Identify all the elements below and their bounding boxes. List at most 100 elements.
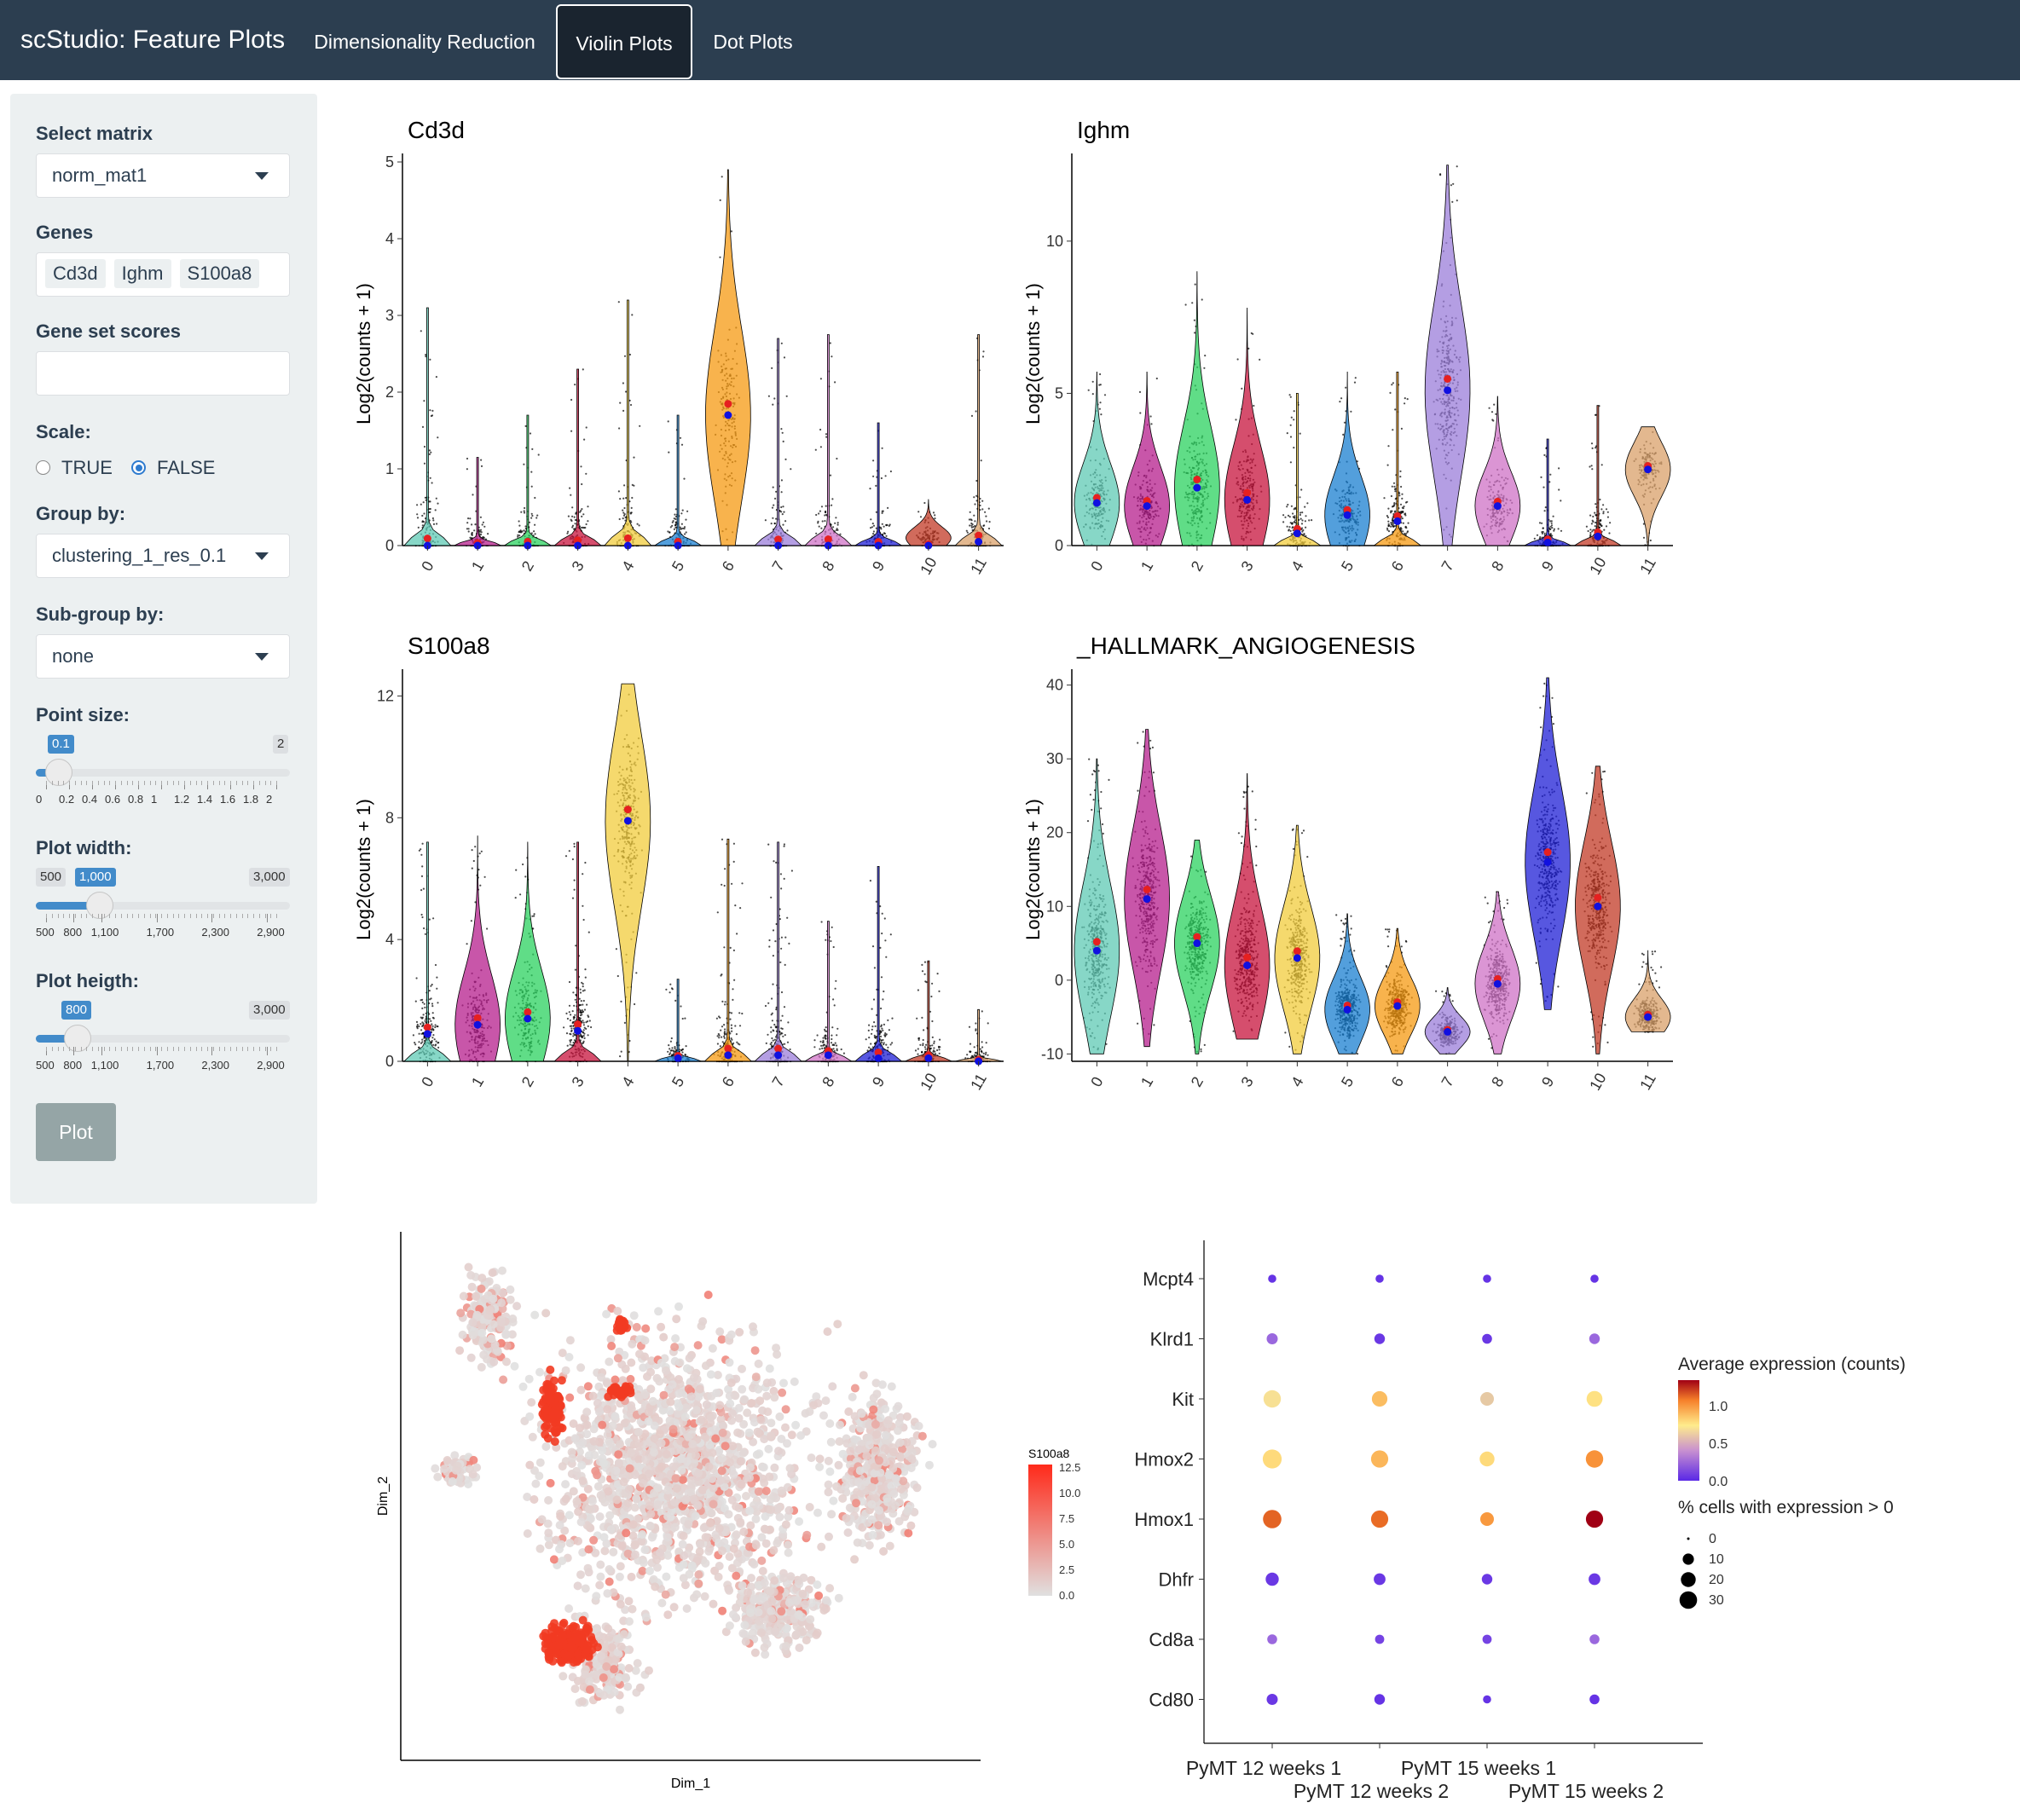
plot-width-handle[interactable] bbox=[85, 892, 113, 919]
plot-button[interactable]: Plot bbox=[36, 1103, 116, 1161]
data-point bbox=[1259, 358, 1261, 361]
slider-minor-tick bbox=[149, 1047, 151, 1051]
slider-tick-label: 1,700 bbox=[146, 926, 175, 939]
data-point bbox=[437, 502, 439, 505]
data-point bbox=[1194, 332, 1196, 334]
data-point bbox=[1401, 517, 1404, 520]
point-size-slider[interactable] bbox=[36, 759, 290, 786]
slider-tick-label: 2 bbox=[266, 793, 273, 806]
violin-cluster-6 bbox=[705, 169, 751, 546]
data-point bbox=[1589, 514, 1592, 517]
plot-height-handle[interactable] bbox=[64, 1025, 92, 1052]
data-point bbox=[1605, 525, 1608, 528]
data-point bbox=[770, 523, 773, 525]
data-point bbox=[1393, 503, 1396, 506]
data-point bbox=[671, 521, 674, 523]
gene-set-scores-input[interactable] bbox=[36, 351, 290, 396]
plot-width-slider[interactable] bbox=[36, 892, 290, 919]
slider-tick bbox=[73, 1047, 75, 1055]
data-point bbox=[781, 513, 784, 516]
plot-height-label: Plot heigth: bbox=[36, 970, 139, 991]
data-point bbox=[1193, 319, 1195, 321]
data-point bbox=[480, 850, 483, 852]
scale-true-radio[interactable] bbox=[36, 460, 50, 475]
data-point bbox=[1354, 377, 1357, 379]
data-point bbox=[586, 1020, 589, 1023]
gene-tag[interactable]: S100a8 bbox=[179, 259, 260, 288]
data-point bbox=[1595, 513, 1597, 517]
tab-dimensionality-reduction[interactable]: Dimensionality Reduction bbox=[314, 31, 535, 53]
data-point bbox=[437, 1046, 440, 1049]
data-point bbox=[834, 381, 836, 384]
data-point bbox=[471, 849, 473, 852]
scale-false-radio[interactable] bbox=[131, 460, 146, 475]
genes-input[interactable]: Cd3d Ighm S100a8 bbox=[36, 252, 290, 297]
data-point bbox=[568, 1004, 571, 1007]
data-point bbox=[568, 980, 571, 984]
gene-tag[interactable]: Ighm bbox=[113, 259, 171, 288]
gene-tag[interactable]: Cd3d bbox=[45, 259, 106, 288]
slider-tick bbox=[161, 781, 162, 789]
data-point bbox=[1542, 486, 1545, 488]
x-tick-label: 0 bbox=[418, 558, 437, 575]
data-point bbox=[1387, 520, 1390, 523]
slider-minor-tick bbox=[178, 1047, 180, 1051]
data-point bbox=[436, 987, 438, 990]
plot-width-ticks: 500 800 1,100 1,700 2,300 2,900 bbox=[10, 914, 317, 945]
tab-dot-plots[interactable]: Dot Plots bbox=[713, 31, 793, 53]
plot-height-slider[interactable] bbox=[36, 1025, 290, 1052]
data-point bbox=[1557, 528, 1560, 530]
tab-violin-plots[interactable]: Violin Plots bbox=[556, 4, 692, 79]
data-point bbox=[428, 453, 431, 455]
x-tick-label: 5 bbox=[1338, 558, 1357, 575]
group-by-select[interactable]: clustering_1_res_0.1 bbox=[36, 534, 290, 578]
violin-cluster-5 bbox=[1324, 371, 1370, 546]
data-point bbox=[571, 1010, 574, 1013]
point-size-handle[interactable] bbox=[44, 759, 72, 786]
data-point bbox=[1609, 522, 1612, 524]
data-point bbox=[987, 507, 990, 510]
data-point bbox=[580, 1033, 582, 1036]
data-point bbox=[421, 1017, 424, 1020]
data-point bbox=[1548, 481, 1551, 483]
sub-group-by-select[interactable]: none bbox=[36, 634, 290, 679]
matrix-select[interactable]: norm_mat1 bbox=[36, 153, 290, 198]
data-point bbox=[975, 410, 977, 413]
group-by-label: Group by: bbox=[36, 503, 126, 524]
data-point bbox=[473, 529, 476, 532]
slider-minor-tick bbox=[184, 1047, 185, 1051]
data-point bbox=[622, 509, 624, 511]
data-point bbox=[420, 1032, 423, 1035]
x-tick-label: 8 bbox=[819, 558, 837, 575]
data-point bbox=[437, 1041, 440, 1044]
y-tick-label: 12 bbox=[377, 687, 394, 704]
data-point bbox=[582, 513, 585, 516]
slider-tick bbox=[69, 781, 70, 789]
data-point bbox=[425, 355, 427, 358]
x-tick-label: 4 bbox=[1288, 558, 1306, 575]
data-point bbox=[980, 459, 982, 462]
data-point bbox=[767, 395, 770, 397]
data-point bbox=[973, 496, 975, 499]
data-point bbox=[883, 532, 886, 535]
violin-cluster-0 bbox=[1074, 371, 1120, 546]
data-point bbox=[582, 1003, 584, 1006]
data-point bbox=[1391, 485, 1393, 488]
data-point bbox=[582, 918, 585, 922]
x-tick-label: 3 bbox=[1237, 558, 1256, 575]
data-point bbox=[564, 855, 568, 858]
data-point bbox=[681, 509, 684, 511]
data-point bbox=[580, 1011, 582, 1014]
data-point bbox=[1356, 460, 1358, 463]
data-point bbox=[1149, 415, 1152, 418]
data-point bbox=[518, 534, 521, 537]
data-point bbox=[975, 479, 978, 482]
data-point bbox=[585, 523, 587, 526]
data-point bbox=[583, 1026, 586, 1029]
data-point bbox=[1150, 423, 1153, 425]
data-point bbox=[479, 529, 483, 531]
data-point bbox=[425, 354, 427, 356]
data-point bbox=[669, 531, 671, 534]
data-point bbox=[583, 438, 586, 441]
median-marker bbox=[1293, 529, 1301, 538]
